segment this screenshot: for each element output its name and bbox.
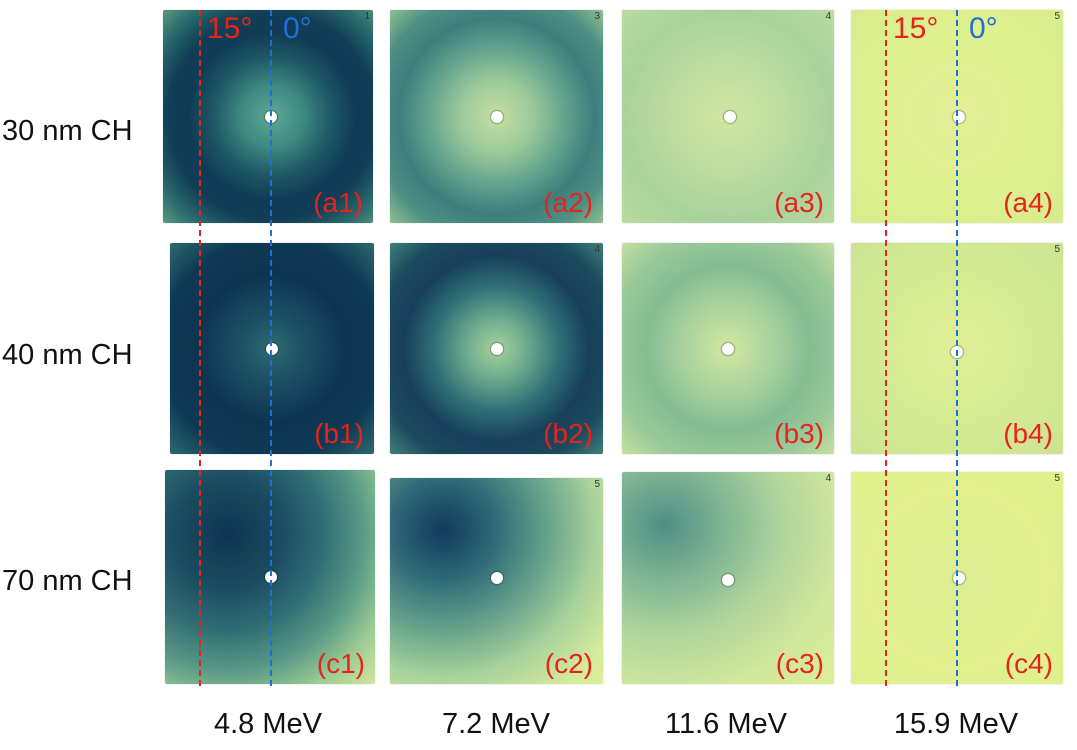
film-b2: 4 (b2)	[390, 243, 603, 454]
angle-label-15deg-right: 15°	[893, 12, 939, 45]
row-label-40nm: 40 nm CH	[2, 339, 133, 371]
panel-tag-a3: (a3)	[774, 187, 824, 218]
row-label-30nm: 30 nm CH	[2, 115, 133, 147]
film-hole	[491, 111, 503, 123]
angle-line-0deg-right	[956, 10, 958, 686]
panel-tag-a4: (a4)	[1003, 187, 1053, 218]
panel-tag-b3: (b3)	[774, 418, 824, 449]
column-label-7.2mev: 7.2 MeV	[442, 708, 550, 740]
panel-tag-b2: (b2)	[543, 418, 593, 449]
corner-number: 4	[594, 244, 600, 255]
film-b1: (b1)	[170, 243, 374, 454]
corner-number: 5	[1054, 244, 1060, 255]
panel-tag-c4: (c4)	[1004, 648, 1053, 679]
corner-number: 1	[364, 11, 370, 22]
panel-tag-a1: (a1)	[313, 187, 363, 218]
film-a1: 1 (a1)	[163, 10, 373, 223]
angle-line-15deg-right	[885, 10, 887, 686]
film-a2: 3 (a2)	[390, 10, 603, 223]
film-hole	[722, 343, 734, 355]
film-hole	[722, 574, 734, 586]
corner-number: 4	[825, 473, 831, 484]
corner-number: 4	[825, 11, 831, 22]
row-label-70nm: 70 nm CH	[2, 565, 133, 597]
film-hole	[491, 343, 503, 355]
panel-tag-c2: (c2)	[544, 648, 593, 679]
film-c3: 4 (c3)	[622, 472, 834, 684]
film-hole	[266, 343, 278, 355]
panel-tag-a2: (a2)	[543, 187, 593, 218]
corner-number: 5	[1054, 11, 1060, 22]
film-c2: 5 (c2)	[390, 478, 603, 684]
angle-line-0deg-left	[270, 10, 272, 686]
film-hole	[491, 572, 503, 584]
corner-number: 3	[594, 11, 600, 22]
panel-tag-c1: (c1)	[316, 648, 365, 679]
column-label-11.6mev: 11.6 MeV	[665, 708, 787, 740]
film-hole	[953, 111, 965, 123]
film-hole	[724, 111, 736, 123]
column-label-15.9mev: 15.9 MeV	[893, 708, 1019, 740]
angle-label-15deg-left: 15°	[207, 12, 253, 45]
angle-label-0deg-right: 0°	[969, 12, 998, 45]
angle-label-0deg-left: 0°	[283, 12, 312, 45]
panel-tag-b4: (b4)	[1003, 418, 1053, 449]
film-b3: (b3)	[622, 243, 834, 454]
film-hole	[953, 572, 965, 584]
angle-line-15deg-left	[199, 10, 201, 686]
panel-tag-b1: (b1)	[314, 418, 364, 449]
film-a3: 4 (a3)	[622, 10, 834, 223]
corner-number: 5	[1054, 473, 1060, 484]
corner-number: 5	[594, 479, 600, 490]
column-label-4.8mev: 4.8 MeV	[214, 708, 322, 740]
panel-tag-c3: (c3)	[775, 648, 824, 679]
